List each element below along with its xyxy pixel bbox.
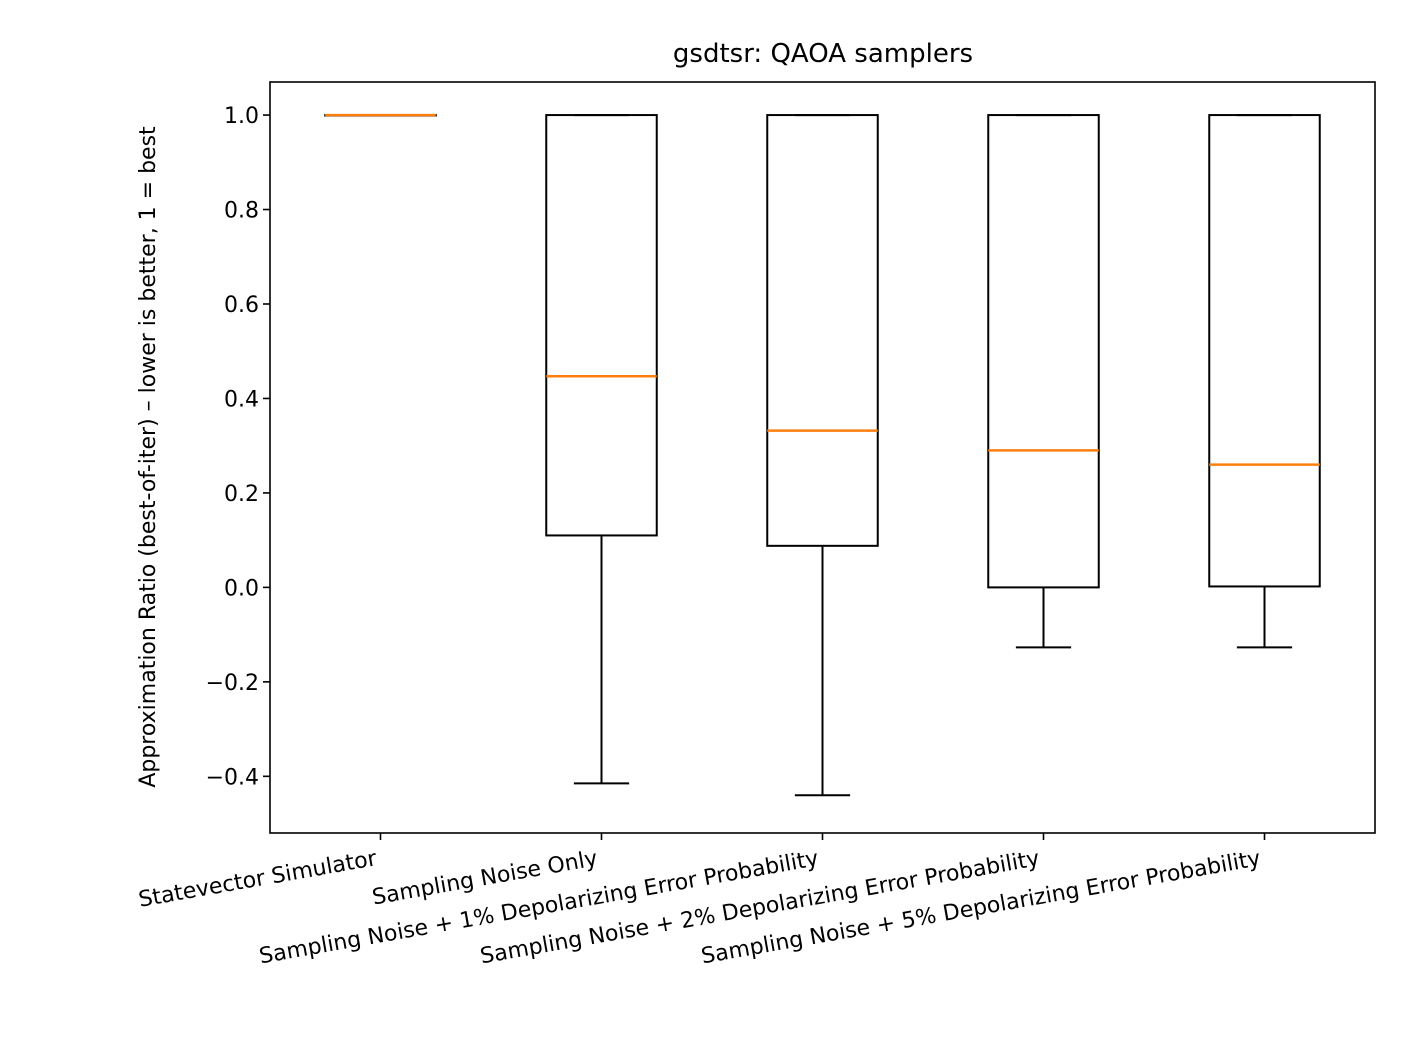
y-tick-label: 0.8	[224, 199, 259, 224]
y-axis-label: Approximation Ratio (best-of-iter) – low…	[136, 126, 161, 788]
y-tick-label: 1.0	[224, 104, 259, 129]
box-iqr	[987, 114, 1100, 589]
y-tick-label: 0.2	[224, 482, 259, 507]
box-iqr	[766, 114, 879, 547]
y-tick-label: −0.4	[206, 765, 259, 790]
y-tick-label: −0.2	[206, 671, 259, 696]
chart-title: gsdtsr: QAOA samplers	[673, 39, 973, 69]
y-tick-label: 0.4	[224, 387, 259, 412]
axes-frame	[269, 81, 1376, 834]
y-tick-label: 0.6	[224, 293, 259, 318]
box-iqr	[545, 114, 658, 537]
y-tick-label: 0.0	[224, 576, 259, 601]
box-iqr	[1208, 114, 1321, 588]
